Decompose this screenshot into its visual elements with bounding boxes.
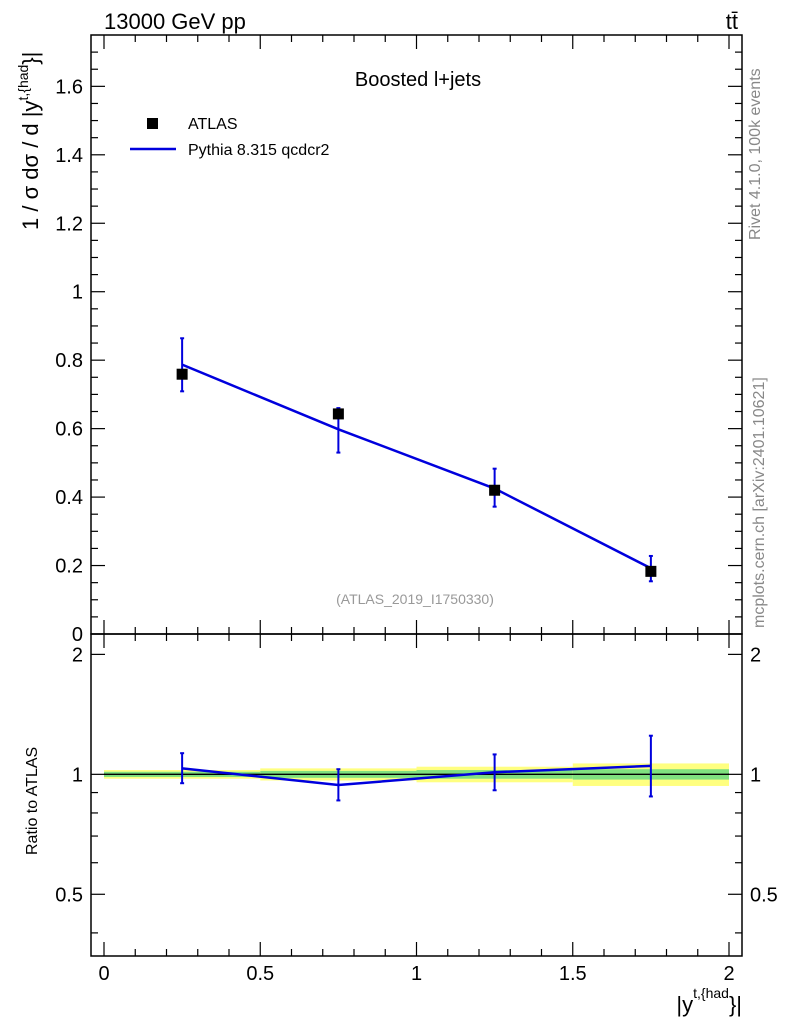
main-y-axis-label-close: }| <box>18 52 43 65</box>
main-y-tick-label: 0 <box>72 624 83 646</box>
ratio-y-tick-label-left: 1 <box>72 764 83 786</box>
main-panel-marks <box>176 337 657 583</box>
ratio-y-tick-label-left: 0.5 <box>55 884 83 906</box>
x-tick-label: 0.5 <box>246 963 274 985</box>
atlas-data-point <box>332 408 344 420</box>
ratio-y-tick-label-left: 2 <box>72 644 83 666</box>
header-energy-label: 13000 GeV pp <box>104 9 246 34</box>
ratio-y-tick-label-right: 0.5 <box>750 884 778 906</box>
main-y-tick-label: 0.2 <box>55 556 83 578</box>
legend: ATLAS Pythia 8.315 qcdcr2 <box>130 116 330 159</box>
analysis-watermark: (ATLAS_2019_I1750330) <box>336 591 494 607</box>
main-y-tick-label: 1.6 <box>55 76 83 98</box>
mcplots-credit-label: mcplots.cern.ch [arXiv:2401.10621] <box>751 377 768 628</box>
pythia-curve <box>181 363 652 570</box>
x-axis-label: |yt,{had}| <box>676 985 742 1017</box>
ratio-y-axis-label: Ratio to ATLAS <box>24 747 41 855</box>
legend-pythia-label: Pythia 8.315 qcdcr2 <box>188 142 330 159</box>
atlas-data-point <box>176 368 188 380</box>
ratio-y-tick-label-right: 2 <box>750 644 761 666</box>
main-y-tick-label: 0.8 <box>55 350 83 372</box>
main-y-axis-label: 1 / σ dσ / d |yt,{had}| <box>15 52 43 230</box>
ratio-panel-marks <box>180 734 653 802</box>
ratio-pythia-curve <box>181 764 651 787</box>
x-tick-label: 2 <box>723 963 734 985</box>
x-axis-label-main: |y <box>676 992 693 1017</box>
legend-atlas-marker <box>147 118 158 129</box>
main-y-axis-label-sup: t,{had <box>15 65 31 101</box>
rivet-version-label: Rivet 4.1.0, 100k events <box>747 68 764 240</box>
main-y-axis-label-main: 1 / σ dσ / d |y <box>18 101 43 230</box>
header-process-label: tt̄ <box>726 9 738 34</box>
x-axis-label-close: }| <box>729 992 742 1017</box>
plot-title: Boosted l+jets <box>355 69 481 91</box>
ratio-panel-frame <box>90 633 743 957</box>
ratio-y-tick-label-right: 1 <box>750 764 761 786</box>
axes <box>91 35 742 956</box>
x-tick-label: 1 <box>411 963 422 985</box>
main-y-tick-label: 0.4 <box>55 487 83 509</box>
main-y-tick-label: 1.4 <box>55 145 83 167</box>
x-axis-label-sup: t,{had <box>693 985 729 1001</box>
atlas-data-point <box>645 565 657 577</box>
main-y-tick-label: 1.2 <box>55 213 83 235</box>
tick-labels: 00.20.40.60.811.21.41.60.5 0.51 12 20 0.5 1 1.… <box>55 76 778 985</box>
atlas-data-point <box>489 484 501 496</box>
legend-atlas-label: ATLAS <box>188 116 238 133</box>
x-tick-label: 1.5 <box>559 963 587 985</box>
main-y-tick-label: 1 <box>72 282 83 304</box>
main-y-tick-label: 0.6 <box>55 419 83 441</box>
x-tick-label: 0 <box>98 963 109 985</box>
